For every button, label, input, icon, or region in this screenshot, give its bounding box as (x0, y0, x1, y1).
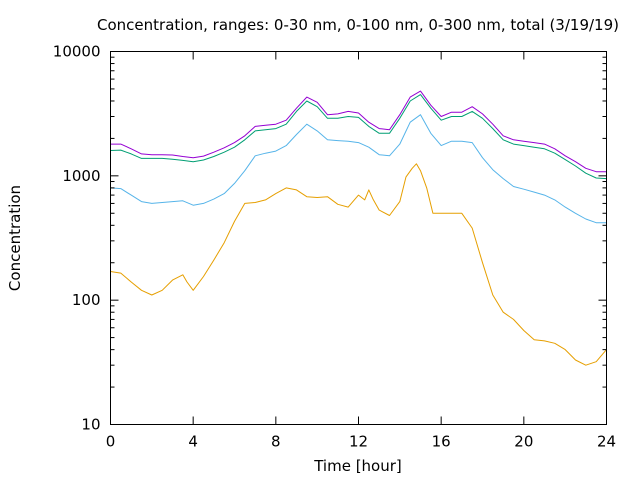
y-tick-label: 10000 (53, 43, 101, 61)
series-line-4 (110, 90, 607, 173)
x-tick-label: 4 (188, 433, 198, 451)
x-tick-label: 8 (271, 433, 281, 451)
y-axis-label: Concentration (6, 185, 24, 291)
y-tick-label: 10 (81, 416, 100, 434)
series-line-2 (110, 114, 607, 224)
x-tick-label: 20 (514, 433, 533, 451)
series-line-1 (110, 163, 607, 366)
plot-frame (110, 51, 607, 425)
tick-layer: 0 4 8 12 16 20 24 10 100 1000 10000 (53, 43, 616, 451)
series-line-3 (110, 94, 607, 180)
y-tick-label: 1000 (62, 167, 100, 185)
x-tick-label: 24 (597, 433, 616, 451)
series-layer (110, 90, 607, 366)
x-tick-label: 12 (349, 433, 368, 451)
x-tick-label: 0 (106, 433, 116, 451)
y-tick-label: 100 (72, 291, 101, 309)
x-axis-label: Time [hour] (313, 457, 402, 475)
x-tick-label: 16 (432, 433, 451, 451)
chart-title: Concentration, ranges: 0-30 nm, 0-100 nm… (97, 16, 619, 34)
